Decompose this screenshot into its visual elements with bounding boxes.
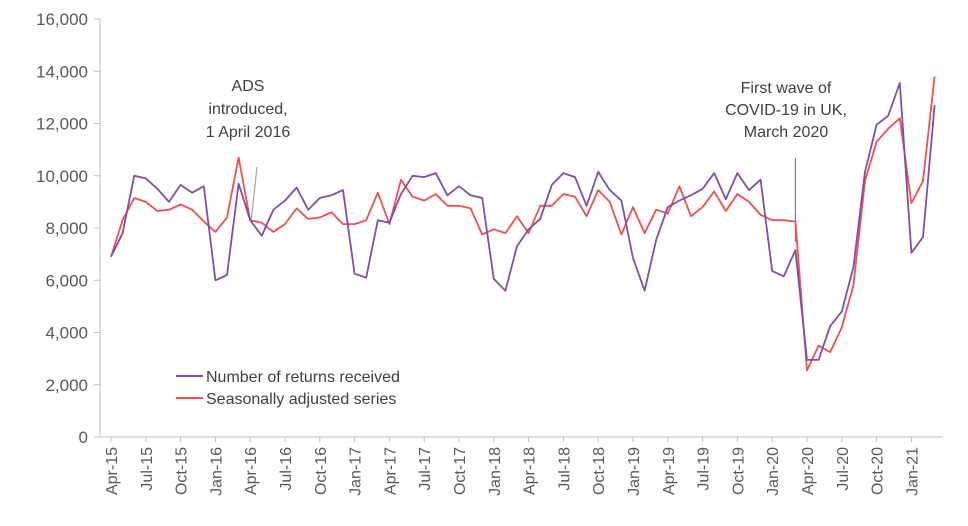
x-tick-label: Jul-15 [139, 447, 156, 491]
x-tick-label: Jan-16 [208, 447, 225, 496]
x-tick-label: Apr-20 [800, 447, 817, 495]
x-tick-label: Jul-20 [835, 447, 852, 491]
x-tick-label: Apr-18 [522, 447, 539, 495]
x-tick-label: Oct-16 [313, 447, 330, 495]
x-tick-label: Oct-15 [174, 447, 191, 495]
x-tick-label: Jan-19 [626, 447, 643, 496]
covid-annotation-text: First wave of [741, 80, 832, 97]
x-tick-label: Oct-20 [870, 447, 887, 495]
y-tick-label: 14,000 [36, 62, 88, 81]
ads-annotation-text: ADS [232, 78, 265, 95]
y-tick-label: 16,000 [36, 10, 88, 29]
ads-annotation-leader [250, 166, 258, 223]
legend-label: Number of returns received [206, 369, 400, 386]
y-tick-label: 8,000 [45, 219, 88, 238]
x-tick-label: Oct-18 [591, 447, 608, 495]
x-tick-label: Jan-20 [765, 447, 782, 496]
x-tick-label: Apr-19 [661, 447, 678, 495]
ads-annotation-text: introduced, [208, 101, 287, 118]
y-axis: 0 2,000 4,000 6,000 8,000 10,000 12,000 14,000 1… [36, 10, 101, 447]
covid-annotation-text: March 2020 [744, 124, 829, 141]
x-tick-label: Oct-17 [452, 447, 469, 495]
series-line-seasonally-adjusted [110, 76, 936, 372]
y-tick-label: 0 [79, 428, 88, 447]
x-tick-label: Apr-16 [243, 447, 260, 495]
y-tick-label: 6,000 [45, 271, 88, 290]
y-tick-label: 12,000 [36, 115, 88, 134]
legend: Number of returns received Seasonally adj… [176, 369, 400, 408]
x-axis: Apr-15 Jul-15 Oct-15 Jan-16 Apr-16 Jul-16 Oct-… [100, 436, 943, 496]
x-tick-label: Apr-15 [104, 447, 121, 495]
covid-annotation-text: COVID-19 in UK, [725, 102, 847, 119]
annotations: ADS introduced, 1 April 2016 First wave of C… [206, 78, 847, 242]
ads-annotation-text: 1 April 2016 [206, 124, 291, 141]
x-tick-label: Jan-21 [904, 447, 921, 496]
x-tick-label: Jul-16 [278, 447, 295, 491]
y-tick-label: 10,000 [36, 167, 88, 186]
x-tick-label: Jul-19 [696, 447, 713, 491]
series-layer [110, 76, 936, 372]
x-tick-label: Jul-17 [417, 447, 434, 491]
y-tick-label: 2,000 [45, 376, 88, 395]
y-tick-label: 4,000 [45, 324, 88, 343]
x-tick-label: Apr-17 [382, 447, 399, 495]
x-tick-label: Jan-18 [487, 447, 504, 496]
series-line-returns-received [110, 82, 936, 361]
x-tick-label: Jul-18 [556, 447, 573, 491]
legend-label: Seasonally adjusted series [206, 391, 396, 408]
x-tick-label: Oct-19 [730, 447, 747, 495]
x-tick-label: Jan-17 [348, 447, 365, 496]
